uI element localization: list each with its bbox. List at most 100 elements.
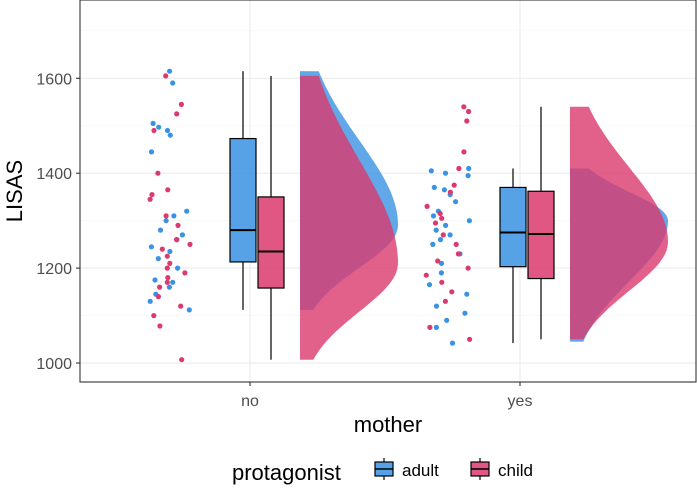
y-tick-label: 1600 — [36, 71, 72, 88]
point-child — [187, 241, 193, 247]
point-adult — [438, 270, 444, 276]
point-adult — [428, 168, 434, 174]
point-adult — [163, 218, 169, 224]
box-child-no — [257, 196, 285, 289]
point-adult — [444, 317, 450, 323]
point-child — [442, 298, 448, 304]
point-child — [157, 284, 163, 290]
x-tick-label: no — [241, 393, 259, 410]
point-adult — [430, 213, 437, 219]
point-adult — [170, 80, 176, 86]
point-adult — [464, 291, 470, 297]
point-adult — [184, 208, 190, 214]
box-adult-yes — [499, 186, 527, 268]
point-adult — [453, 199, 459, 205]
x-ticks: no yes — [241, 382, 532, 410]
point-child — [427, 324, 433, 330]
point-adult — [170, 279, 176, 285]
legend-label-adult: adult — [402, 461, 439, 480]
legend-label-child: child — [498, 461, 533, 480]
point-child — [167, 260, 173, 266]
point-adult — [430, 241, 436, 247]
point-child — [451, 182, 457, 188]
point-child — [435, 258, 441, 264]
point-child — [439, 215, 445, 221]
point-adult — [462, 310, 468, 316]
point-adult — [157, 227, 164, 233]
point-child — [447, 189, 453, 195]
point-child — [440, 232, 446, 238]
point-layer — [147, 68, 473, 363]
x-tick-label: yes — [508, 393, 533, 410]
point-child — [453, 241, 459, 247]
point-child — [466, 108, 472, 115]
density-child-yes — [570, 106, 668, 340]
y-ticks: 1000 1200 1400 1600 — [36, 71, 80, 373]
point-child — [178, 303, 184, 309]
point-child — [465, 265, 471, 271]
point-adult — [152, 277, 158, 283]
legend-key-child — [468, 458, 492, 480]
y-tick-label: 1200 — [36, 261, 72, 278]
y-tick-label: 1000 — [36, 356, 72, 373]
point-adult — [433, 324, 439, 330]
point-adult — [150, 120, 156, 126]
point-child — [151, 127, 157, 134]
point-child — [423, 272, 429, 278]
point-child — [464, 118, 470, 124]
point-adult — [449, 340, 456, 346]
point-child — [163, 73, 169, 79]
point-child — [182, 270, 188, 276]
point-child — [155, 294, 161, 300]
legend-key-adult — [372, 458, 396, 480]
point-child — [165, 275, 171, 281]
point-child — [455, 251, 461, 257]
point-adult — [148, 244, 154, 250]
point-child — [437, 210, 443, 217]
point-adult — [175, 265, 181, 271]
point-child — [157, 323, 163, 329]
point-child — [461, 104, 467, 110]
y-axis-title: LISAS — [2, 160, 27, 222]
point-adult — [447, 232, 453, 238]
point-child — [164, 279, 170, 285]
point-child — [173, 237, 180, 243]
point-adult — [433, 303, 440, 309]
point-child — [449, 289, 455, 295]
point-child — [149, 192, 155, 198]
box-adult-no — [229, 137, 257, 263]
point-adult — [433, 227, 439, 233]
x-axis-title: mother — [354, 412, 422, 437]
point-adult — [186, 307, 192, 313]
point-adult — [441, 187, 447, 193]
box-layer — [229, 71, 555, 360]
point-child — [147, 196, 153, 202]
point-adult — [466, 165, 472, 172]
point-adult — [442, 170, 449, 176]
point-adult — [431, 184, 437, 190]
panel-border — [79, 0, 697, 383]
point-adult — [437, 237, 444, 243]
point-adult — [156, 124, 162, 130]
point-adult — [167, 68, 173, 74]
density-child-no — [300, 75, 398, 360]
point-child — [432, 220, 439, 226]
y-tick-label: 1400 — [36, 166, 72, 183]
point-adult — [465, 173, 471, 179]
point-child — [461, 149, 467, 155]
point-adult — [164, 127, 171, 134]
point-adult — [166, 284, 172, 290]
point-child — [163, 213, 169, 219]
point-child — [159, 246, 165, 252]
point-child — [456, 165, 462, 172]
point-child — [175, 222, 181, 228]
point-adult — [426, 282, 433, 288]
density-layer — [300, 71, 668, 360]
legend: protagonist adult child — [232, 458, 533, 485]
point-adult — [179, 232, 185, 238]
point-child — [178, 101, 184, 107]
point-child — [151, 313, 157, 319]
point-adult — [167, 248, 173, 255]
point-child — [424, 203, 430, 209]
